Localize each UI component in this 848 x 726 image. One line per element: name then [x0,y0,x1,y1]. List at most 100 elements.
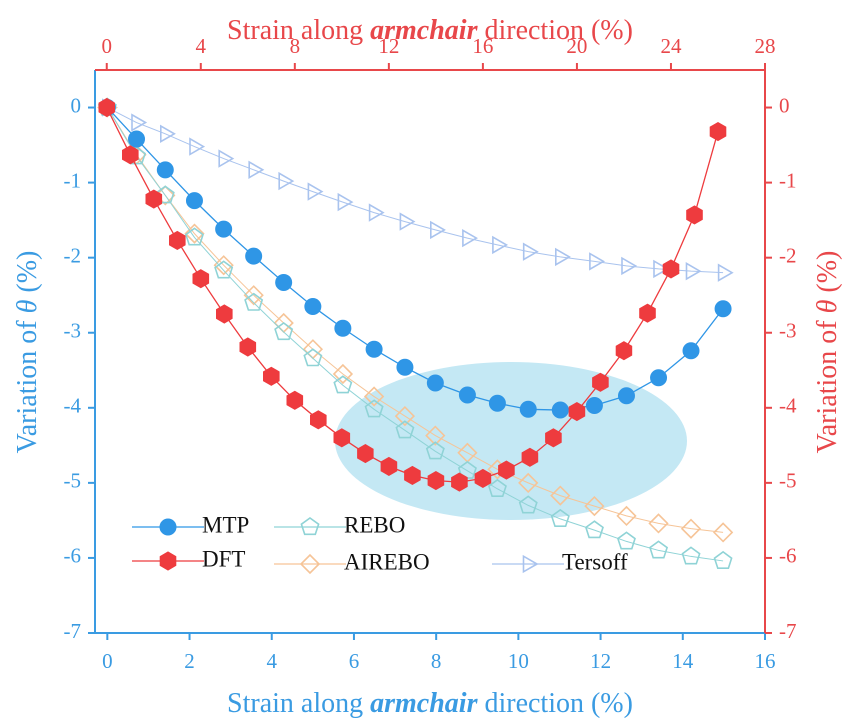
x-tick-label: 2 [184,649,195,673]
y2-tick-label: -7 [779,619,797,643]
y-title-part: Variation of [12,313,43,453]
marker [648,513,669,534]
x-tick-label: 4 [266,649,277,673]
x2-tick-label: 0 [102,34,113,58]
marker [399,212,416,231]
marker [337,192,354,212]
y2-tick-label: -6 [779,544,797,568]
marker [584,495,605,517]
marker [522,242,539,261]
y-title-part: θ [12,299,43,313]
marker [368,203,385,222]
marker [310,410,327,430]
y-tick-label: -6 [64,544,82,568]
marker [245,247,263,265]
x-tick-label: 14 [672,649,694,673]
x-tick-label: 12 [590,649,611,673]
marker [621,256,638,276]
marker [681,546,701,565]
marker [650,369,668,387]
marker [451,472,468,492]
y2-tick-label: -1 [779,168,797,192]
marker [426,374,444,392]
y-tick-label: -4 [64,394,82,418]
x2-tick-label: 28 [755,34,776,58]
marker [192,269,210,289]
marker [616,531,636,550]
marker [302,339,324,360]
legend-marker [159,518,177,536]
x2-tick-label: 12 [378,34,399,58]
marker [131,113,148,132]
marker [213,255,234,276]
series-line [106,107,724,533]
marker [380,456,398,476]
marker [263,366,280,386]
marker [239,337,257,357]
marker [248,160,265,179]
marker [218,149,235,168]
x-tick-label: 6 [349,649,360,673]
marker [394,405,416,427]
marker [568,402,586,422]
x2-tick-label: 20 [566,34,587,58]
y2-tick-label: -3 [779,319,797,343]
x2-tick-label: 8 [290,34,301,58]
legend-marker [300,517,320,536]
marker [653,259,670,279]
series-line [106,107,724,411]
marker [333,375,353,394]
legend-marker [159,551,177,571]
marker [492,235,508,255]
y-tick-label: -2 [64,243,82,267]
marker [427,471,445,491]
marker [274,322,294,341]
marker [303,348,323,367]
marker [712,522,734,543]
y-axis-title: Variation of θ (%) [12,251,43,454]
marker [462,229,479,248]
x2-title-part: armchair [370,15,478,46]
marker [488,394,506,412]
marker [554,247,571,267]
x-tick-label: 10 [508,649,529,673]
marker [551,401,569,419]
marker [685,262,702,281]
marker [333,428,351,448]
marker [429,220,446,240]
series-line [106,107,724,562]
x2-tick-label: 16 [472,34,493,58]
marker [364,399,384,418]
marker [487,478,507,498]
x-title-part: direction (%) [477,688,633,719]
y2-tick-label: -4 [779,394,797,418]
y-title-part: (%) [12,251,43,300]
marker [550,508,570,528]
marker [365,340,383,358]
marker [615,341,633,361]
marker [155,185,175,204]
marker [215,220,233,238]
marker [395,420,415,439]
marker [122,145,139,165]
y-tick-label: -3 [64,319,82,343]
marker [334,319,352,337]
marker [98,97,115,118]
marker [128,130,146,148]
marker [617,387,635,405]
legend-label: Tersoff [562,549,628,574]
marker [145,189,163,209]
marker [713,550,733,570]
marker [458,386,476,404]
marker [714,300,732,318]
marker [518,472,539,494]
marker [332,363,354,385]
legend-marker [522,554,539,574]
marker [156,161,174,179]
y2-axis-title: Variation of θ (%) [812,251,843,454]
marker [680,518,702,539]
x2-axis-title: Strain along armchair direction (%) [227,15,633,46]
y2-title-part: θ [812,299,843,313]
marker [185,192,203,210]
